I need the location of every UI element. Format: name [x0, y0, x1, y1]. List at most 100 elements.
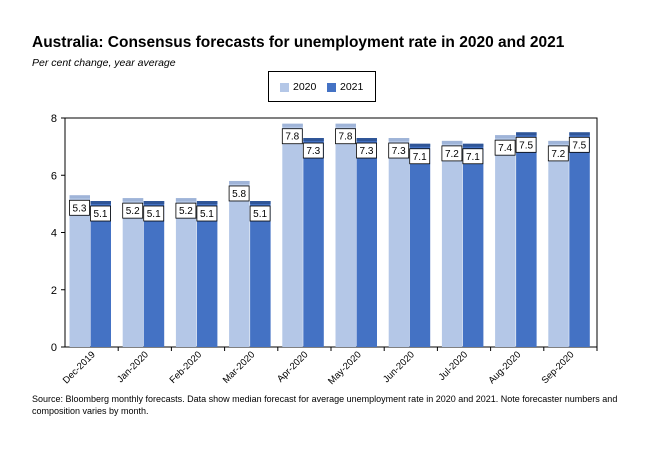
data-label-box: [494, 139, 516, 156]
data-label-box: [69, 199, 90, 216]
bar-2020: [175, 198, 197, 347]
bar-cap-2021: [356, 138, 377, 142]
data-label-box: [143, 205, 165, 222]
bar-2021: [409, 143, 431, 347]
bar-2020: [548, 140, 569, 347]
bar-2020: [441, 140, 463, 347]
x-tick-label: Jul-2020: [437, 349, 471, 383]
bar-2020: [388, 138, 410, 347]
y-tick-label: 4: [51, 228, 57, 240]
bar-cap-2021: [143, 201, 165, 205]
bar-cap-2020: [335, 123, 356, 127]
data-label: 7.8: [339, 132, 353, 143]
y-tick-label: 6: [51, 170, 57, 182]
x-tick-label: Apr-2020: [275, 349, 310, 384]
legend-label-2021: 2021: [340, 81, 364, 93]
data-label-box: [568, 136, 590, 153]
data-label: 7.2: [445, 149, 459, 160]
bar-2020: [495, 135, 516, 347]
data-label-box: [281, 128, 303, 145]
data-label-box: [441, 145, 463, 162]
bar-2021: [196, 201, 218, 347]
data-label-box: [90, 205, 111, 222]
x-tick-label: Jan-2020: [115, 349, 151, 385]
bar-2020: [335, 123, 356, 347]
bar-cap-2020: [122, 198, 144, 202]
bar-cap-2021: [250, 201, 271, 205]
bar-cap-2020: [441, 140, 463, 144]
legend-swatch-2021: [327, 82, 336, 92]
data-label: 5.1: [94, 209, 108, 220]
chart-title: Australia: Consensus forecasts for unemp…: [32, 34, 565, 51]
data-label-box: [228, 185, 250, 202]
data-label-box: [356, 142, 377, 159]
bar-2020: [282, 123, 303, 347]
data-label-box: [547, 145, 569, 162]
bar-cap-2020: [495, 135, 516, 139]
data-label-box: [196, 205, 218, 222]
data-label: 5.3: [73, 203, 87, 214]
x-tick-label: Feb-2020: [168, 349, 205, 386]
bar-2021: [250, 201, 271, 347]
x-tick-label: May-2020: [326, 349, 364, 387]
data-label: 5.1: [147, 209, 161, 220]
data-label-box: [388, 142, 410, 159]
bar-cap-2021: [569, 132, 590, 136]
bar-2020: [69, 195, 90, 347]
x-tick-label: Aug-2020: [486, 349, 523, 386]
legend-swatch-2020: [280, 82, 289, 92]
data-label-box: [335, 128, 356, 145]
y-tick-label: 8: [51, 113, 57, 125]
bar-2020: [122, 198, 144, 347]
bar-2021: [462, 143, 484, 347]
y-tick-label: 2: [51, 285, 57, 297]
data-label: 7.2: [551, 149, 565, 160]
bar-cap-2021: [303, 138, 324, 142]
data-label-box: [175, 202, 197, 219]
bar-cap-2021: [516, 132, 537, 136]
x-tick-label: Jun-2020: [381, 349, 417, 385]
bar-2020: [229, 180, 250, 347]
bar-cap-2021: [90, 201, 111, 205]
bar-2021: [303, 138, 324, 347]
legend-label-2020: 2020: [293, 81, 317, 93]
bar-cap-2021: [409, 143, 431, 147]
legend: 2020 2021: [268, 71, 376, 102]
data-label: 7.8: [285, 132, 299, 143]
data-label-box: [462, 148, 484, 165]
bar-cap-2021: [462, 143, 484, 147]
data-label: 7.4: [498, 143, 512, 154]
bar-2021: [90, 201, 111, 347]
data-label: 7.3: [392, 146, 406, 157]
bar-cap-2020: [548, 140, 569, 144]
data-label: 7.3: [306, 146, 320, 157]
bar-2021: [516, 132, 537, 347]
legend-item-2020: 2020: [280, 81, 316, 93]
x-tick-label: Dec-2019: [61, 349, 98, 386]
data-label-box: [409, 148, 431, 165]
data-label-box: [515, 136, 537, 153]
x-tick-label: Sep-2020: [540, 349, 577, 386]
data-label: 5.2: [179, 206, 193, 217]
bar-cap-2020: [175, 198, 197, 202]
data-label: 7.5: [572, 140, 586, 151]
x-tick-label: Mar-2020: [221, 349, 258, 386]
chart-subtitle: Per cent change, year average: [32, 57, 176, 69]
data-label: 7.5: [519, 140, 533, 151]
data-label: 5.1: [200, 209, 214, 220]
data-label: 7.1: [466, 152, 480, 163]
bar-cap-2020: [229, 180, 250, 184]
data-label-box: [249, 205, 271, 222]
data-label: 5.2: [126, 206, 140, 217]
bar-2021: [569, 132, 590, 347]
bar-2021: [356, 138, 377, 347]
source-note: Source: Bloomberg monthly forecasts. Dat…: [32, 394, 618, 416]
bar-2021: [143, 201, 165, 347]
data-label-box: [122, 202, 144, 219]
data-label: 5.1: [253, 209, 267, 220]
bar-cap-2020: [282, 123, 303, 127]
legend-item-2021: 2021: [327, 81, 363, 93]
data-label: 7.3: [360, 146, 374, 157]
bar-cap-2020: [388, 138, 410, 142]
